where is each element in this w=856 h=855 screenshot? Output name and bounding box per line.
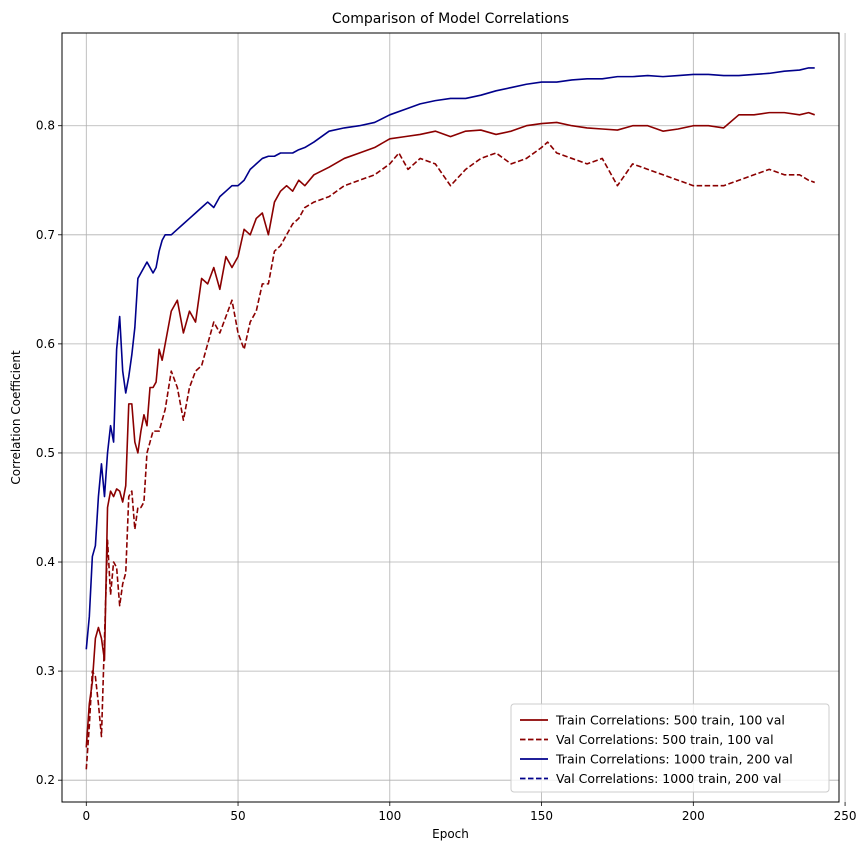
x-tick-label: 200 xyxy=(682,809,705,823)
y-tick-label: 0.2 xyxy=(36,773,55,787)
y-tick-label: 0.3 xyxy=(36,664,55,678)
y-axis-label: Correlation Coefficient xyxy=(9,350,23,485)
x-tick-label: 0 xyxy=(82,809,90,823)
x-ticks: 0 50 100 150 200 250 xyxy=(82,802,856,823)
series-line-3 xyxy=(85,67,815,650)
y-ticks: 0.2 0.3 0.4 0.5 0.6 0.7 0.8 xyxy=(36,119,62,787)
y-tick-label: 0.4 xyxy=(36,555,55,569)
plot-frame xyxy=(61,32,840,803)
series-line-1 xyxy=(85,111,815,748)
y-tick-label: 0.5 xyxy=(36,446,55,460)
x-tick-label: 150 xyxy=(530,809,553,823)
series-layer xyxy=(85,67,815,770)
grid xyxy=(62,33,846,802)
legend-label-1: Train Correlations: 500 train, 100 val xyxy=(555,713,785,728)
x-axis-label: Epoch xyxy=(432,827,469,841)
legend-box xyxy=(510,703,830,793)
chart-title: Comparison of Model Correlations xyxy=(332,11,569,27)
x-tick-label: 50 xyxy=(230,809,245,823)
legend: Train Correlations: 500 train, 100 val Va… xyxy=(510,703,830,793)
legend-label-4: Val Correlations: 1000 train, 200 val xyxy=(556,771,782,786)
series-line-2 xyxy=(85,141,815,770)
y-tick-label: 0.8 xyxy=(36,119,55,133)
y-tick-label: 0.7 xyxy=(36,228,55,242)
legend-label-2: Val Correlations: 500 train, 100 val xyxy=(556,732,774,747)
x-tick-label: 100 xyxy=(378,809,401,823)
y-tick-label: 0.6 xyxy=(36,337,55,351)
x-tick-label: 250 xyxy=(834,809,856,823)
legend-label-3: Train Correlations: 1000 train, 200 val xyxy=(555,752,793,767)
